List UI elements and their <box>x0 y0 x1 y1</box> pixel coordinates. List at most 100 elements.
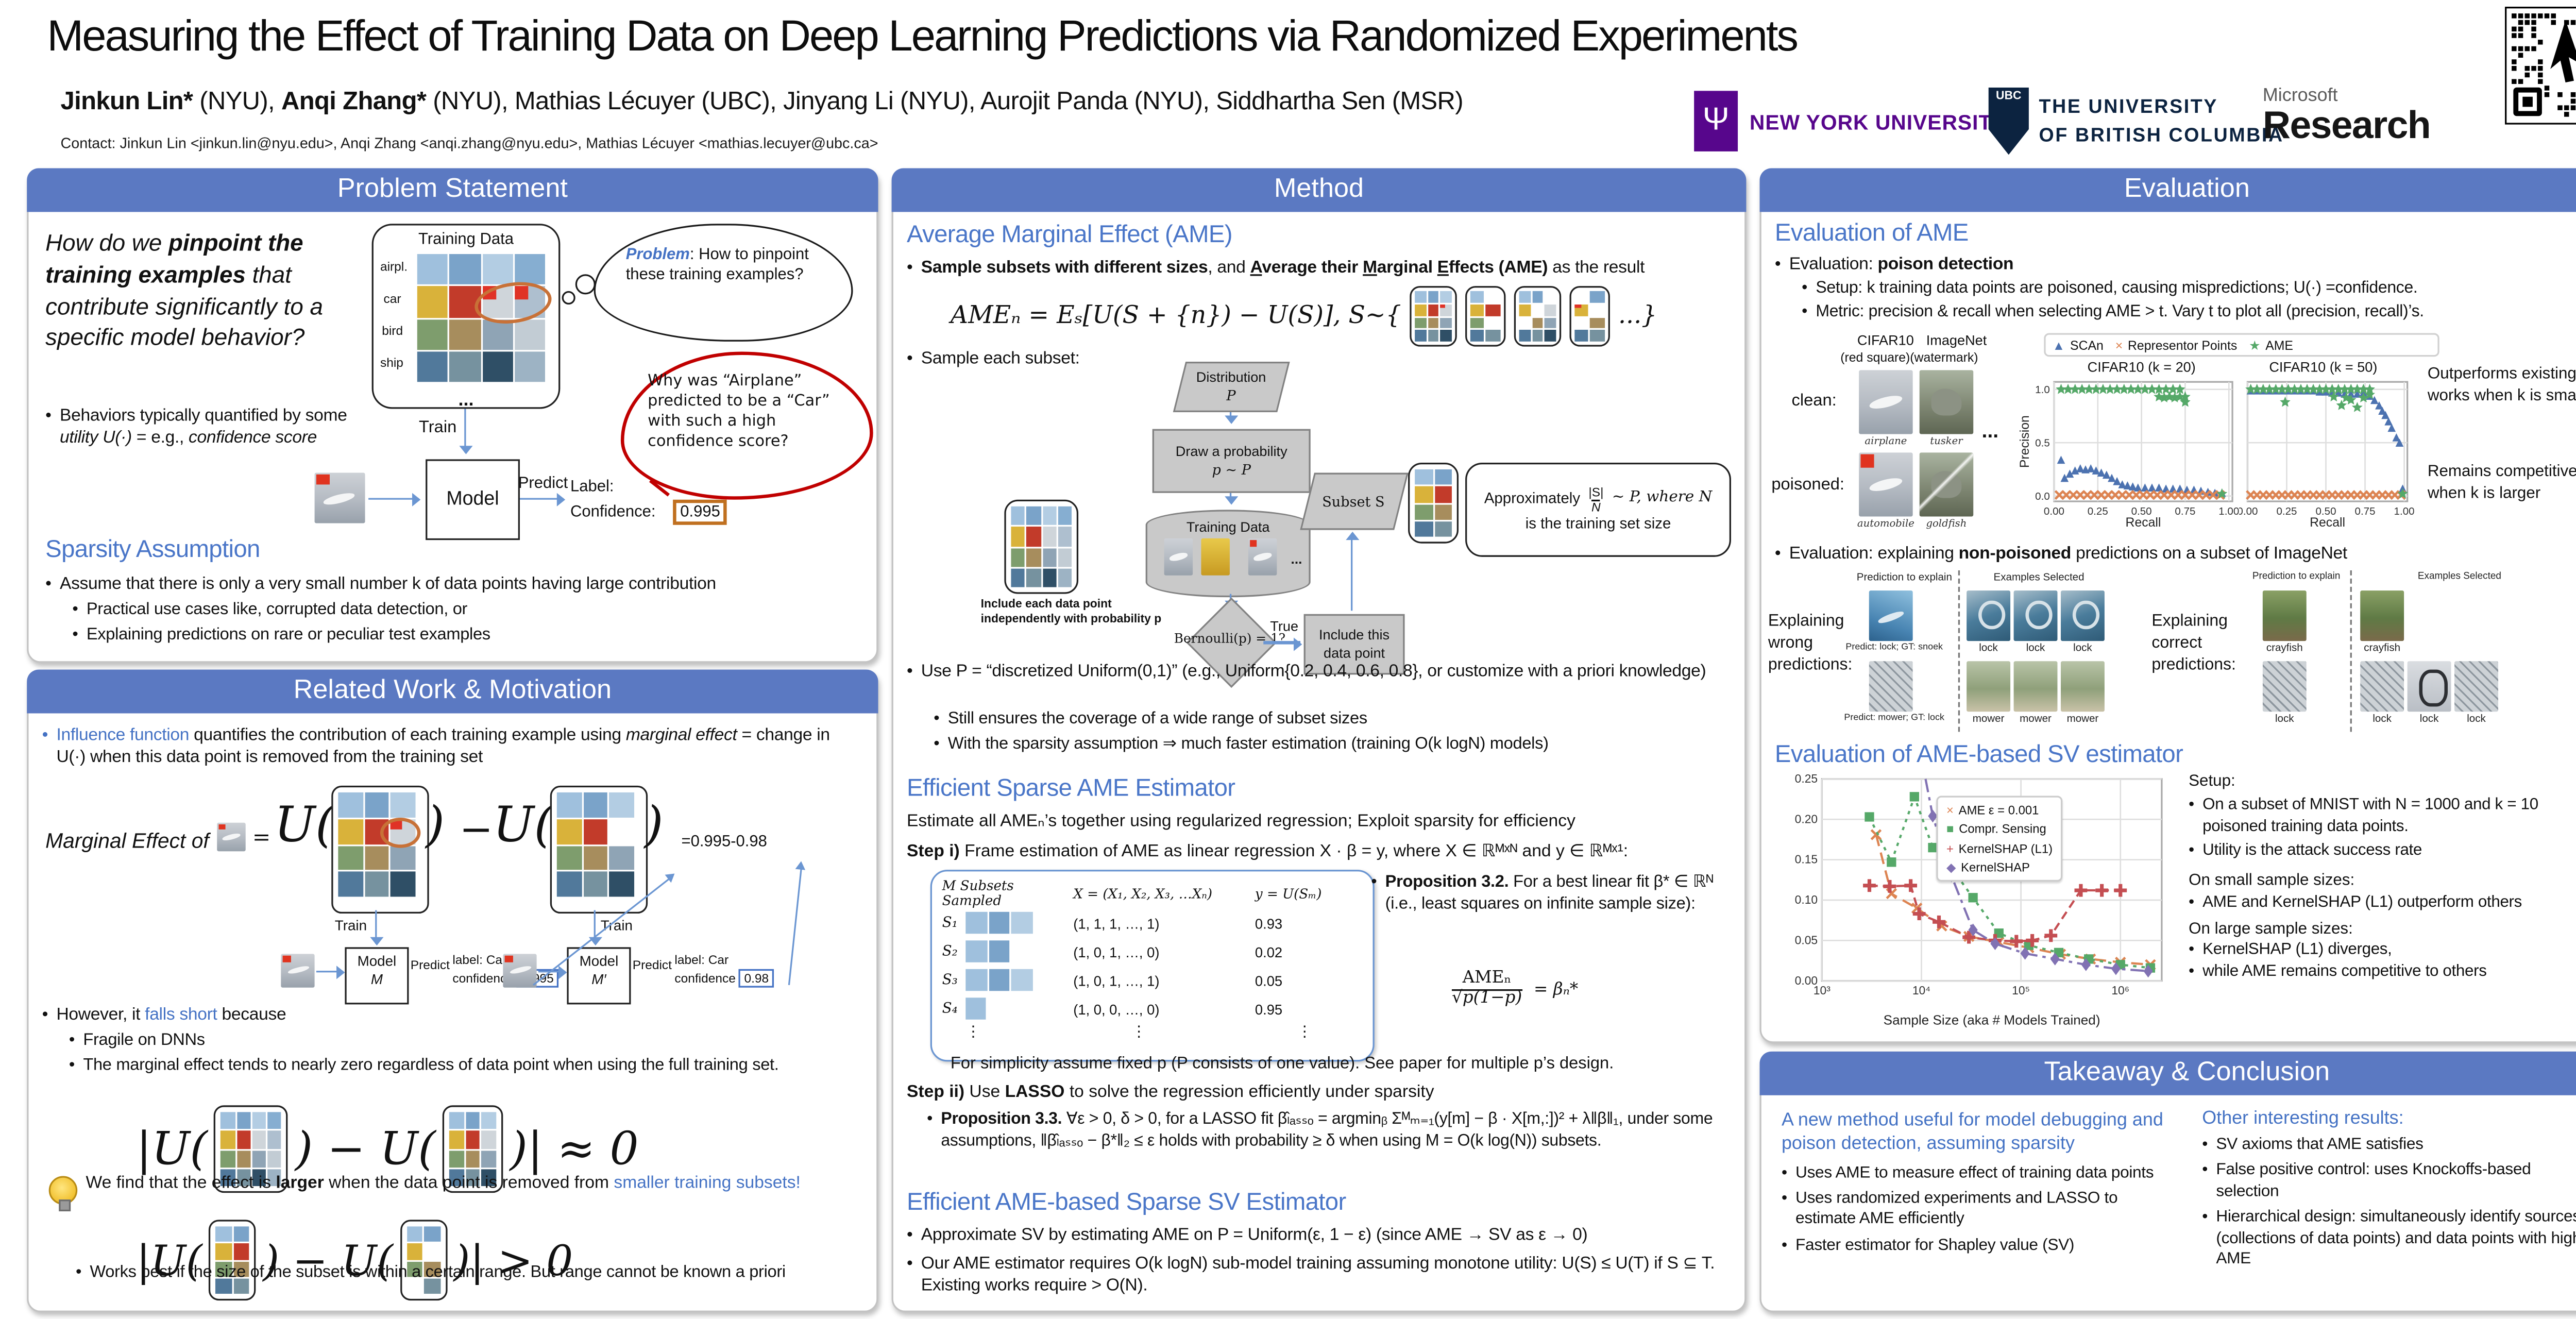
train-arrow <box>458 409 472 454</box>
simplicity-note: For simplicity assume fixed p (P consist… <box>950 1055 1614 1074</box>
me-out-2: label: Car confidence 0.98 <box>674 951 774 988</box>
svg-text:0.00: 0.00 <box>2044 505 2064 517</box>
wrong-col-h1: Prediction to explain <box>1856 572 1952 584</box>
section-method: Method Average Marginal Effect (AME) Sam… <box>891 168 1747 1312</box>
use-p-sub2: With the sparsity assumption ⇒ much fast… <box>934 735 1731 757</box>
correct-r1-cap: crayfish <box>2266 642 2303 655</box>
bh-conf: confidence score <box>189 429 317 448</box>
images-ellipsis: ... <box>1981 419 1999 443</box>
wrong-r2-query <box>1869 661 1913 712</box>
svg-text:1.00: 1.00 <box>2218 505 2239 517</box>
bh-mid: = e.g., <box>131 429 189 448</box>
q-pre: How do we <box>45 229 169 256</box>
correct-r2-ex3-cap: lock <box>2467 713 2486 725</box>
me-equals: = <box>252 826 271 852</box>
poison-detection-bullet: Evaluation: poison detection <box>1775 254 2576 276</box>
svg-text:10⁴: 10⁴ <box>1912 984 1930 997</box>
clean-label: clean: <box>1791 392 1837 411</box>
ms-word2: Research <box>2262 103 2431 147</box>
training-data-ellipsis: ... <box>458 390 474 411</box>
author-1: Jinkun Lin* <box>60 87 193 116</box>
me-card-full <box>331 785 429 914</box>
svg-text:1.0: 1.0 <box>2035 384 2050 396</box>
takeaway-left-col: A new method useful for model debugging … <box>1782 1109 2175 1257</box>
sv-estimator-heading: Efficient AME-based Sparse SV Estimator <box>906 1189 1346 1216</box>
wrong-r1-ex2 <box>2013 590 2058 641</box>
pr-chart-legend: ▲ SCAn × Representor Points ★ AME <box>2044 333 2439 357</box>
ubc-logo-text: THE UNIVERSITY OF BRITISH COLUMBIA <box>2039 94 2284 150</box>
step-ii-line: Step ii) Use LASSO to solve the regressi… <box>906 1083 1434 1102</box>
row-label-bird: bird <box>382 323 403 339</box>
me-predict-2: Predict <box>632 957 672 973</box>
influence-function-bullet: Influence function quantifies the contri… <box>42 725 863 769</box>
wrong-r1-cap: Predict: lock; GT: snoek <box>1845 642 1943 653</box>
svg-text:0.25: 0.25 <box>1795 772 1818 785</box>
flow-arrow-up <box>1345 531 1359 611</box>
me-out-1: label: Car confidence 0.995 <box>452 951 559 988</box>
flow-arrow-true <box>1263 636 1302 651</box>
model-label: Model <box>446 489 499 510</box>
formula-card-2 <box>1465 286 1506 347</box>
sparse-ame-heading: Efficient Sparse AME Estimator <box>906 775 1235 803</box>
correct-predictions-label: Explaining correct predictions: <box>2151 612 2236 675</box>
model-box: Model <box>426 459 520 540</box>
wrong-r2-ex2-cap: mower <box>2020 713 2052 725</box>
takeaway-header: Takeaway & Conclusion <box>1759 1051 2576 1095</box>
section-takeaway: Takeaway & Conclusion A new method usefu… <box>1759 1051 2576 1312</box>
svg-text:0.25: 0.25 <box>2276 505 2297 517</box>
setup-bullet: Setup: k training data points are poison… <box>1802 279 2576 300</box>
equation-gt-zero: |U( ) − U( )| > 0 <box>136 1220 573 1301</box>
table-row: S₂ (1, 0, 1, …, 0) 0.02 <box>942 937 1363 966</box>
thought-bubble-small1 <box>562 291 575 305</box>
eq1-card-full <box>214 1105 289 1193</box>
flow-thumb-3 <box>1248 538 1277 576</box>
svg-text:Precision: Precision <box>2018 415 2032 468</box>
non-poisoned-bullet: Evaluation: explaining non-poisoned pred… <box>1775 544 2576 566</box>
correct-r2-ex1-cap: lock <box>2372 713 2392 725</box>
pr20-chart: 0.00 0.25 0.50 0.75 1.00 0.0 0.5 1.0 Recall Preci… <box>2018 381 2239 530</box>
svg-text:10⁶: 10⁶ <box>2111 984 2129 997</box>
takeaway-right-heading: Other interesting results: <box>2202 1108 2404 1129</box>
clean-imagenet-image <box>1919 370 1974 434</box>
wrong-r1-ex2-cap: lock <box>2026 642 2045 655</box>
ubc-line2: OF BRITISH COLUMBIA <box>2039 125 2284 146</box>
tends-zero-bullet: The marginal effect tends to nearly zero… <box>69 1057 853 1078</box>
correct-r2-ex2-cap: lock <box>2419 713 2439 725</box>
competitive-note: Remains competitive when k is larger <box>2427 462 2576 503</box>
caption-airplane: airplane <box>1865 435 1907 448</box>
correct-r1-ex1 <box>2360 590 2404 641</box>
large-sizes-heading: On large sample sizes: <box>2189 920 2353 939</box>
use-p-sub1: Still ensures the coverage of a wide ran… <box>934 710 1731 732</box>
table-row: S₃ (1, 0, 1, …, 1) 0.05 <box>942 966 1363 994</box>
evaluation-header: Evaluation <box>1759 168 2576 212</box>
takeaway-right-b2: False positive control: uses Knockoffs-b… <box>2202 1161 2576 1203</box>
wrong-r1-ex1-cap: lock <box>1979 642 1998 655</box>
me-minus: − <box>459 806 494 853</box>
pr50-chart: 0.00 0.25 0.50 0.75 1.00 Recall <box>2237 381 2415 530</box>
nyu-logo-text: NEW YORK UNIVERSITY <box>1749 111 2007 135</box>
me-arrow-1a <box>316 965 345 978</box>
table-row: S₄ (1, 0, 0, …, 0) 0.95 <box>942 994 1363 1023</box>
metric-bullet: Metric: precision & recall when selectin… <box>1802 303 2576 324</box>
flow-draw-probability: Draw a probability p ~ P <box>1152 429 1311 493</box>
method-header: Method <box>891 168 1747 212</box>
small-b1: AME and KernelSHAP (L1) outperform other… <box>2189 893 2576 914</box>
eq2-card-b <box>400 1220 447 1301</box>
setup-b1: On a subset of MNIST with N = 1000 and k… <box>2189 797 2576 838</box>
contact-line: Contact: Jinkun Lin <jinkun.lin@nyu.edu>… <box>60 134 878 151</box>
svg-text:0.75: 0.75 <box>2175 505 2195 517</box>
formula-card-1 <box>1410 286 1457 347</box>
large-b2: while AME remains competitive to others <box>2189 962 2576 983</box>
correct-col-h1: Prediction to explain <box>2252 572 2341 582</box>
cloud-problem-word: Problem <box>625 245 690 264</box>
correct-separator <box>2350 570 2352 732</box>
falls-short-term: falls short <box>145 1006 217 1025</box>
training-data-title: Training Data <box>418 230 514 249</box>
wrong-r1-ex3 <box>2060 590 2105 641</box>
microsoft-research-logo: Microsoft Research <box>2262 87 2431 147</box>
caption-tusker: tusker <box>1930 435 1963 448</box>
sv-bullet-1: Approximate SV by estimating AME on P = … <box>907 1225 1735 1247</box>
flow-subset-card <box>1408 462 1459 544</box>
problem-question: How do we pinpoint the training examples… <box>45 227 362 353</box>
takeaway-left-b3: Faster estimator for Shapley value (SV) <box>1782 1236 2175 1257</box>
